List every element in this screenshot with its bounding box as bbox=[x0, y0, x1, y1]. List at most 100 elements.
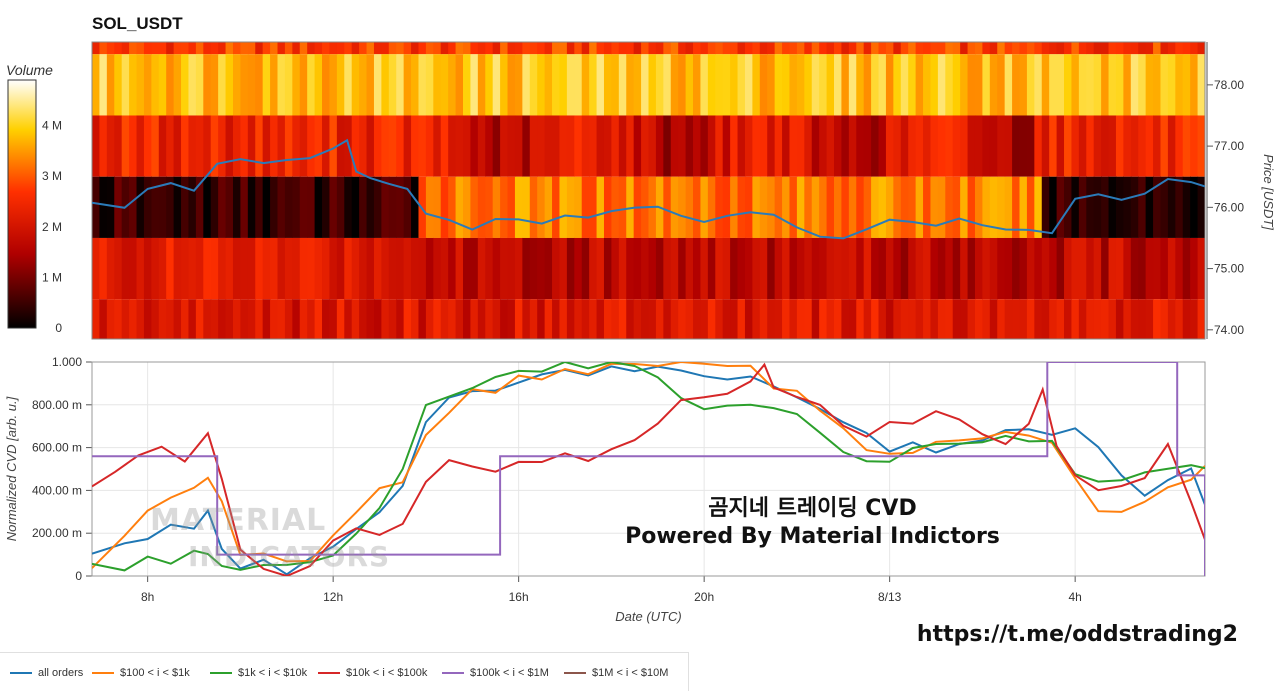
heatmap-cell bbox=[544, 42, 553, 55]
heatmap-cell bbox=[670, 176, 679, 238]
heatmap-cell bbox=[529, 176, 538, 238]
heatmap-cell bbox=[945, 237, 954, 300]
heatmap-cell bbox=[871, 299, 880, 339]
heatmap-cell bbox=[596, 237, 605, 300]
heatmap-cell bbox=[1190, 299, 1199, 339]
heatmap-cell bbox=[974, 54, 983, 116]
heatmap-cell bbox=[448, 42, 457, 55]
heatmap-cell bbox=[477, 115, 486, 177]
heatmap-cell bbox=[247, 299, 256, 339]
legend-swatch bbox=[564, 672, 586, 674]
heatmap-cell bbox=[1182, 54, 1191, 116]
heatmap-cell bbox=[915, 42, 924, 55]
heatmap-cell bbox=[1138, 42, 1147, 55]
heatmap-cell bbox=[989, 176, 998, 238]
heatmap-cell bbox=[492, 42, 501, 55]
heatmap-cell bbox=[470, 237, 479, 300]
heatmap-cell bbox=[366, 299, 375, 339]
heatmap-cell bbox=[915, 237, 924, 300]
heatmap-cell bbox=[782, 176, 791, 238]
heatmap-cell bbox=[1115, 54, 1124, 116]
heatmap-cell bbox=[403, 115, 412, 177]
heatmap-cell bbox=[1130, 299, 1139, 339]
heatmap-cell bbox=[930, 176, 939, 238]
legend-swatch bbox=[10, 672, 32, 674]
heatmap-cell bbox=[878, 42, 887, 55]
heatmap-cell bbox=[923, 42, 932, 55]
heatmap-cell bbox=[433, 237, 442, 300]
heatmap-cell bbox=[470, 54, 479, 116]
heatmap-cell bbox=[1078, 54, 1087, 116]
heatmap-cell bbox=[121, 299, 130, 339]
heatmap-cell bbox=[722, 54, 731, 116]
heatmap-cell bbox=[225, 237, 234, 300]
heatmap-cell bbox=[1012, 42, 1021, 55]
heatmap-cell bbox=[151, 299, 160, 339]
telegram-link[interactable]: https://t.me/oddstrading2 bbox=[916, 622, 1238, 647]
heatmap-cell bbox=[811, 176, 820, 238]
heatmap-cell bbox=[952, 115, 961, 177]
heatmap-cell bbox=[715, 54, 724, 116]
heatmap-cell bbox=[470, 115, 479, 177]
heatmap-cell bbox=[974, 237, 983, 300]
heatmap-cell bbox=[114, 54, 123, 116]
legend-item[interactable]: $10k < i < $100k bbox=[318, 667, 427, 679]
heatmap-cell bbox=[1041, 42, 1050, 55]
legend-item[interactable]: all orders bbox=[10, 667, 83, 679]
heatmap-cell bbox=[247, 54, 256, 116]
heatmap-cell bbox=[181, 237, 190, 300]
legend-item[interactable]: $100 < i < $1k bbox=[92, 667, 190, 679]
heatmap-cell bbox=[425, 115, 434, 177]
heatmap-cell bbox=[744, 115, 753, 177]
heatmap-cell bbox=[945, 42, 954, 55]
cvd-x-tick-label: 20h bbox=[694, 590, 714, 604]
heatmap-cell bbox=[1056, 115, 1065, 177]
heatmap-cell bbox=[1160, 299, 1169, 339]
heatmap-cell bbox=[477, 176, 486, 238]
heatmap-cell bbox=[247, 42, 256, 55]
heatmap-cell bbox=[277, 115, 286, 177]
heatmap-cell bbox=[626, 115, 635, 177]
heatmap-cell bbox=[106, 54, 115, 116]
heatmap-cell bbox=[1101, 54, 1110, 116]
heatmap-cell bbox=[648, 42, 657, 55]
heatmap-cell bbox=[299, 237, 308, 300]
heatmap-cell bbox=[1182, 42, 1191, 55]
heatmap-cell bbox=[403, 54, 412, 116]
heatmap-cell bbox=[255, 237, 264, 300]
heatmap-cell bbox=[99, 115, 108, 177]
heatmap-cell bbox=[1071, 115, 1080, 177]
heatmap-cell bbox=[188, 237, 197, 300]
heatmap-cell bbox=[322, 42, 331, 55]
heatmap-cell bbox=[1175, 299, 1184, 339]
heatmap-cell bbox=[1167, 115, 1176, 177]
legend-item[interactable]: $1M < i < $10M bbox=[564, 667, 668, 679]
heatmap-cell bbox=[737, 299, 746, 339]
heatmap-cell bbox=[1123, 54, 1132, 116]
heatmap-cell bbox=[403, 176, 412, 238]
heatmap-cell bbox=[767, 237, 776, 300]
legend-item[interactable]: $1k < i < $10k bbox=[210, 667, 307, 679]
legend-item[interactable]: $100k < i < $1M bbox=[442, 667, 549, 679]
heatmap-cell bbox=[648, 237, 657, 300]
heatmap-cell bbox=[1012, 176, 1021, 238]
heatmap-cell bbox=[1167, 176, 1176, 238]
heatmap-cell bbox=[322, 115, 331, 177]
heatmap-cell bbox=[210, 42, 219, 55]
heatmap-cell bbox=[455, 176, 464, 238]
heatmap-cell bbox=[425, 299, 434, 339]
heatmap-cell bbox=[1145, 299, 1154, 339]
heatmap-cell bbox=[737, 54, 746, 116]
heatmap-cell bbox=[500, 176, 509, 238]
heatmap-cell bbox=[633, 299, 642, 339]
heatmap-cell bbox=[203, 42, 212, 55]
heatmap-cell bbox=[826, 54, 835, 116]
heatmap-cell bbox=[470, 176, 479, 238]
heatmap-cell bbox=[114, 299, 123, 339]
heatmap-cell bbox=[1115, 42, 1124, 55]
heatmap-cell bbox=[841, 54, 850, 116]
heatmap-cell bbox=[1197, 54, 1205, 116]
heatmap-cell bbox=[633, 54, 642, 116]
heatmap-cell bbox=[915, 299, 924, 339]
heatmap-cell bbox=[856, 299, 865, 339]
